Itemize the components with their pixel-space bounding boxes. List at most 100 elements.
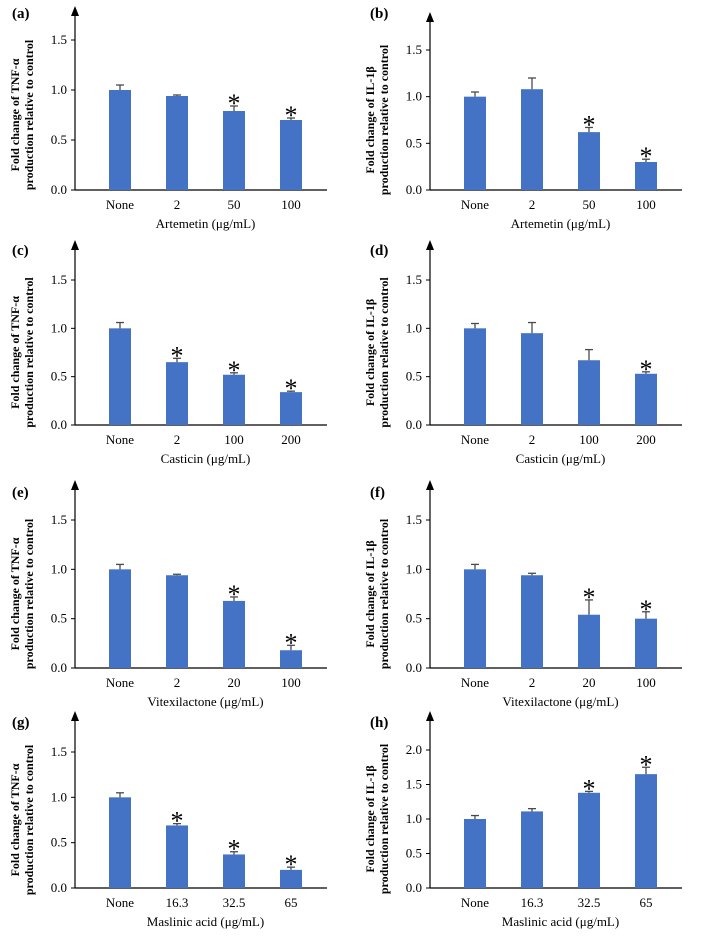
- panel-label: (b): [370, 6, 388, 22]
- y-axis-label-line: production relative to control: [22, 518, 36, 669]
- x-axis-label: Casticin (μg/mL): [516, 451, 606, 466]
- panel-label: (f): [370, 485, 385, 501]
- chart-panel-a: (a) 0.0 0.5 1.0 1.5 Fold change of TNF-α produ…: [8, 6, 327, 231]
- x-tick-label: 100: [579, 432, 599, 447]
- x-tick-label: 200: [636, 432, 656, 447]
- bar: [166, 575, 188, 668]
- panel-label: (d): [370, 243, 388, 259]
- x-axis-label: Maslinic acid (μg/mL): [502, 914, 619, 929]
- x-tick-label: None: [106, 675, 134, 690]
- x-tick-label: 16.3: [166, 895, 189, 910]
- y-tick-label: 1.5: [406, 512, 422, 527]
- chart-panel-c: (c) 0.0 0.5 1.0 1.5 Fold change of TNF-α produ…: [8, 240, 327, 466]
- x-axis-label: Vitexilactone (μg/mL): [502, 694, 618, 709]
- x-tick-label: 50: [583, 197, 596, 212]
- bar: [280, 120, 302, 190]
- bar: [578, 360, 600, 425]
- significance-star: *: [228, 356, 241, 385]
- y-tick-label: 0.0: [51, 880, 67, 895]
- significance-star: *: [171, 341, 184, 370]
- x-tick-label: 2: [529, 197, 536, 212]
- x-axis-label: Maslinic acid (μg/mL): [147, 914, 264, 929]
- chart-panel-e: (e) 0.0 0.5 1.0 1.5 Fold change of TNF-α produ…: [8, 480, 327, 709]
- x-tick-label: None: [461, 432, 489, 447]
- x-tick-label: None: [106, 197, 134, 212]
- y-tick-label: 0.0: [51, 182, 67, 197]
- x-tick-label: 20: [583, 675, 596, 690]
- y-tick-label: 1.0: [406, 811, 422, 826]
- y-tick-label: 0.0: [51, 660, 67, 675]
- y-axis-label-line: production relative to control: [22, 744, 36, 895]
- x-tick-label: 100: [281, 675, 301, 690]
- significance-star: *: [285, 374, 298, 403]
- bar: [635, 373, 657, 425]
- bar: [521, 811, 543, 888]
- y-axis-arrow: [71, 711, 79, 721]
- significance-star: *: [285, 101, 298, 130]
- x-tick-label: 200: [281, 432, 301, 447]
- x-tick-label: None: [461, 675, 489, 690]
- significance-star: *: [640, 355, 653, 384]
- y-tick-label: 1.5: [51, 512, 67, 527]
- x-tick-label: 2: [529, 432, 536, 447]
- chart-panel-f: (f) 0.0 0.5 1.0 1.5 Fold change of IL-1β produ…: [363, 480, 682, 709]
- y-axis-arrow: [71, 6, 79, 16]
- significance-star: *: [583, 774, 596, 803]
- y-axis-label-line: production relative to control: [22, 39, 36, 190]
- y-axis-label-line: production relative to control: [377, 277, 391, 428]
- y-axis-arrow: [426, 12, 434, 22]
- y-axis-label-line: production relative to control: [377, 743, 391, 894]
- x-tick-label: None: [461, 197, 489, 212]
- y-axis-label-line: production relative to control: [22, 277, 36, 428]
- bar: [166, 96, 188, 190]
- y-tick-label: 0.0: [406, 660, 422, 675]
- significance-star: *: [640, 750, 653, 779]
- y-tick-label: 0.5: [51, 835, 67, 850]
- y-axis-arrow: [426, 711, 434, 721]
- bar: [521, 89, 543, 190]
- bar: [635, 774, 657, 888]
- x-tick-label: 32.5: [578, 895, 601, 910]
- y-tick-label: 1.0: [51, 320, 67, 335]
- y-tick-label: 1.0: [51, 561, 67, 576]
- bar: [223, 111, 245, 190]
- y-tick-label: 0.0: [51, 417, 67, 432]
- significance-star: *: [285, 850, 298, 879]
- y-axis-label-line: production relative to control: [377, 44, 391, 195]
- y-tick-label: 1.5: [51, 32, 67, 47]
- significance-star: *: [228, 89, 241, 118]
- bar: [521, 333, 543, 425]
- bar: [464, 819, 486, 888]
- x-tick-label: 16.3: [521, 895, 544, 910]
- panel-label: (g): [12, 715, 30, 731]
- bar: [280, 650, 302, 668]
- y-axis-arrow: [426, 480, 434, 490]
- significance-star: *: [171, 807, 184, 836]
- y-axis-arrow: [71, 480, 79, 490]
- x-axis-label: Artemetin (μg/mL): [156, 216, 256, 231]
- bar: [223, 374, 245, 425]
- y-tick-label: 1.5: [51, 744, 67, 759]
- y-axis-label-line: Fold change of TNF-α: [8, 763, 22, 876]
- bar: [464, 96, 486, 190]
- y-tick-label: 1.0: [51, 82, 67, 97]
- y-tick-label: 0.5: [406, 369, 422, 384]
- bar: [578, 792, 600, 888]
- bar: [464, 569, 486, 668]
- y-tick-label: 1.5: [406, 42, 422, 57]
- significance-star: *: [228, 835, 241, 864]
- y-tick-label: 1.0: [406, 561, 422, 576]
- y-axis-label-line: Fold change of TNF-α: [8, 58, 22, 171]
- y-axis-arrow: [71, 240, 79, 250]
- x-axis-label: Casticin (μg/mL): [161, 451, 251, 466]
- y-axis-label-line: Fold change of TNF-α: [8, 537, 22, 650]
- chart-panel-d: (d) 0.0 0.5 1.0 1.5 Fold change of IL-1β produ…: [363, 240, 682, 466]
- chart-panel-h: (h) 0.0 0.5 1.0 1.5 2.0 Fold change of IL-1β pr…: [363, 711, 682, 929]
- y-tick-label: 1.5: [406, 777, 422, 792]
- bar: [166, 362, 188, 425]
- x-tick-label: 100: [636, 675, 656, 690]
- chart-panel-b: (b) 0.0 0.5 1.0 1.5 Fold change of IL-1β produ…: [363, 6, 682, 231]
- panel-label: (a): [12, 6, 30, 22]
- y-tick-label: 0.5: [406, 135, 422, 150]
- x-axis-label: Artemetin (μg/mL): [511, 216, 611, 231]
